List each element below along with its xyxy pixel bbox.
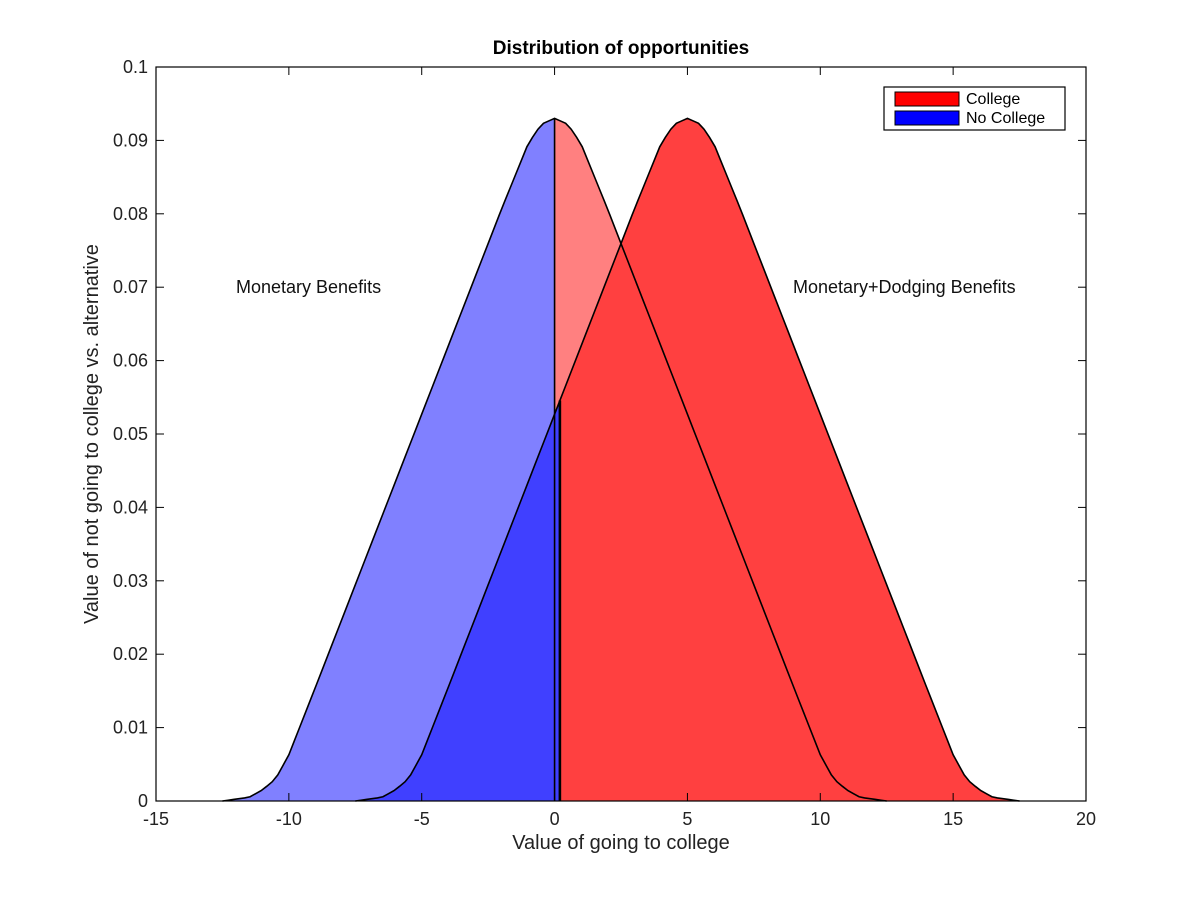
series-1-area-above-cutoff bbox=[559, 118, 1020, 801]
y-tick-label: 0.1 bbox=[123, 57, 148, 77]
x-tick-label: 20 bbox=[1076, 809, 1096, 829]
x-tick-label: 10 bbox=[810, 809, 830, 829]
legend-swatch-no-college bbox=[894, 110, 960, 126]
x-tick-label: -15 bbox=[143, 809, 169, 829]
annotation-monetary-dodging-benefits: Monetary+Dodging Benefits bbox=[793, 277, 1016, 297]
legend-swatch-college bbox=[894, 91, 960, 107]
x-tick-label: -5 bbox=[414, 809, 430, 829]
x-tick-label: 0 bbox=[550, 809, 560, 829]
chart-title: Distribution of opportunities bbox=[493, 38, 749, 59]
legend-label-no-college: No College bbox=[966, 110, 1045, 127]
y-tick-label: 0.02 bbox=[113, 644, 148, 664]
y-tick-label: 0.06 bbox=[113, 351, 148, 371]
legend-label-college: College bbox=[966, 91, 1020, 108]
y-tick-label: 0.03 bbox=[113, 571, 148, 591]
y-tick-label: 0.08 bbox=[113, 204, 148, 224]
tick-layer: -15 -10 -5 0 5 10 15 20 0 0.01 0.02 0.03 0.04 0.05 0.0… bbox=[113, 57, 1096, 829]
x-axis-label: Value of going to college bbox=[512, 832, 730, 854]
series-1-area-below-cutoff bbox=[355, 400, 560, 801]
x-tick-label: -10 bbox=[276, 809, 302, 829]
y-tick-label: 0.09 bbox=[113, 130, 148, 150]
y-tick-label: 0.05 bbox=[113, 424, 148, 444]
y-tick-label: 0 bbox=[138, 791, 148, 811]
series-1-outline bbox=[355, 117, 1020, 802]
x-tick-label: 5 bbox=[682, 809, 692, 829]
y-tick-label: 0.07 bbox=[113, 277, 148, 297]
y-axis-label: Value of not going to college vs. altern… bbox=[81, 244, 103, 624]
x-tick-label: 15 bbox=[943, 809, 963, 829]
area-layer bbox=[222, 117, 1020, 802]
y-tick-label: 0.01 bbox=[113, 718, 148, 738]
legend: College No College bbox=[883, 86, 1066, 131]
y-tick-label: 0.04 bbox=[113, 497, 148, 517]
annotation-monetary-benefits: Monetary Benefits bbox=[236, 277, 381, 297]
